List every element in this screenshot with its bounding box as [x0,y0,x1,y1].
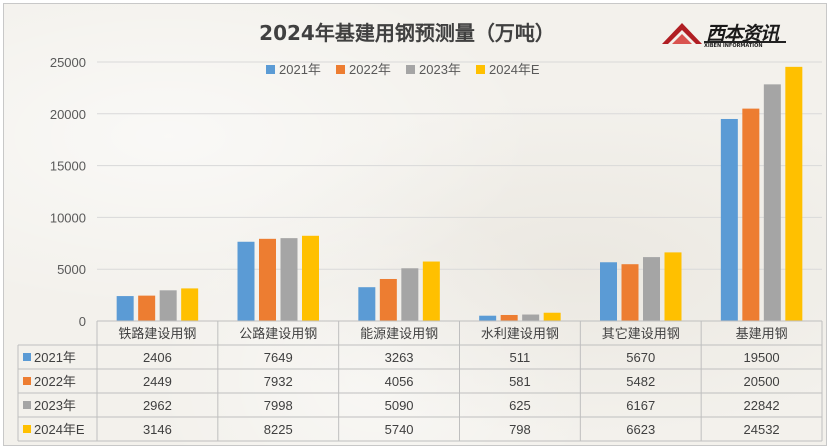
bar [479,315,497,321]
table-value: 19500 [744,350,780,365]
bar [237,241,255,321]
bar [742,108,760,322]
bar [522,314,540,321]
legend-label: 2021年 [279,62,321,77]
table-value: 7998 [264,398,293,413]
y-tick-label: 10000 [50,210,86,225]
table-row-label: 2022年 [34,374,76,389]
category-label: 公路建设用钢 [239,326,317,342]
table-value: 3146 [143,422,172,437]
legend-swatch [266,65,275,74]
logo-mark-icon [662,23,702,44]
legend-label: 2023年 [419,62,461,77]
legend-label: 2024年E [489,62,540,77]
bar [181,288,199,321]
table-value: 5090 [385,398,414,413]
category-label: 能源建设用钢 [360,327,438,342]
bar-chart: 2024年基建用钢预测量（万吨） 0 5000 10000 15000 20000 2500… [17,21,823,442]
bar [763,84,781,322]
legend-label: 2022年 [349,62,391,77]
table-value: 798 [509,422,531,437]
bar [500,314,518,321]
bar [621,264,639,321]
table-value: 7649 [264,350,293,365]
category-label: 其它建设用钢 [602,326,680,342]
table-row-label: 2021年 [34,350,76,365]
table-value: 581 [509,374,531,389]
table-value: 511 [510,350,531,365]
bar [280,238,298,321]
bar [543,312,561,321]
table-value: 6167 [626,398,655,413]
table-value: 5740 [385,422,414,437]
category-label: 铁路建设用钢 [118,326,196,342]
table-value: 625 [509,398,531,413]
bar [643,257,660,321]
table-value: 3263 [385,350,414,365]
legend-swatch [406,65,415,74]
table-value: 7932 [264,374,293,389]
bar [379,278,397,321]
table-legend-swatch [23,377,31,385]
logo: 西本资讯 XIBEN INFORMATION [660,18,790,54]
table-value: 24532 [744,422,780,437]
y-tick-label: 15000 [50,159,86,174]
logo-text: 西本资讯 [706,23,779,45]
bar [664,252,682,321]
logo-subtitle: XIBEN INFORMATION [704,43,763,49]
bar [600,262,617,321]
category-label: 基建用钢 [736,327,788,342]
bar [401,268,419,321]
chart-title: 2024年基建用钢预测量（万吨） [259,21,555,45]
bar [138,295,156,321]
bar [302,235,319,321]
chart-frame: 2024年基建用钢预测量（万吨） 0 5000 10000 15000 20000 2500… [3,3,827,446]
table-row-label: 2023年 [34,398,76,413]
bar [785,66,803,321]
table-legend-swatch [23,401,31,409]
table-value: 8225 [264,422,293,437]
bar [720,118,738,321]
table-value: 5670 [626,350,655,365]
table-value: 2449 [143,374,172,389]
table-value: 2962 [143,398,172,413]
table-value: 2406 [143,350,172,365]
bar [422,261,440,321]
y-tick-label: 5000 [57,262,86,277]
y-tick-label: 20000 [50,107,86,122]
table-row-label: 2024年E [34,422,85,437]
legend-swatch [476,65,485,74]
bar [259,238,276,321]
table-legend-swatch [23,353,31,361]
table-value: 22842 [744,398,780,413]
bar [358,287,376,321]
bar [159,290,177,321]
table-value: 6623 [626,422,655,437]
y-tick-label: 0 [79,314,86,329]
bar [116,296,134,321]
legend-swatch [336,65,345,74]
logo-underline [704,41,786,43]
table-value: 5482 [626,374,655,389]
table-value: 4056 [385,374,414,389]
table-legend-swatch [23,425,31,433]
table-value: 20500 [744,374,780,389]
category-label: 水利建设用钢 [481,327,559,342]
y-tick-label: 25000 [50,55,86,70]
